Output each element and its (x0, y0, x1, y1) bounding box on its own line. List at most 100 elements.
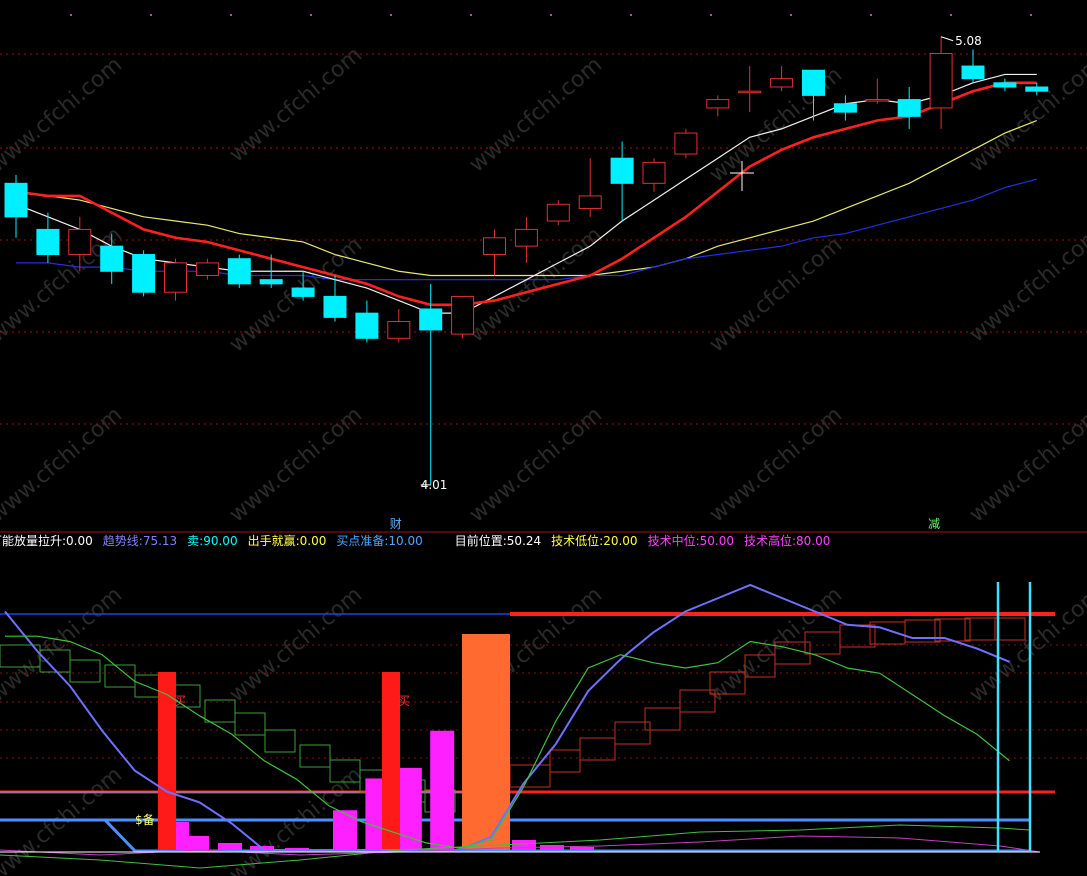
low-price-label: 4.01 (421, 478, 448, 492)
stair-box-red (904, 619, 941, 643)
grid-dot (790, 14, 792, 16)
candle-up (578, 195, 602, 209)
legend-label: 技术中位: (647, 534, 700, 548)
legend-label: 卖: (187, 534, 204, 548)
candlestick-layer (4, 36, 1049, 485)
ma-yellow-line (15, 119, 1038, 277)
grid-layer (0, 14, 1087, 759)
legend-label: 技术高位: (743, 534, 797, 548)
legend-value: 10.00 (388, 534, 423, 548)
grid-dot (150, 14, 152, 16)
candle-down (802, 69, 825, 96)
legend-value: 20.00 (603, 534, 638, 548)
magenta-bar-small (185, 836, 209, 850)
candle-down (833, 103, 857, 113)
candle-down (36, 228, 60, 256)
candle-up (642, 161, 666, 184)
candle-up (483, 237, 506, 256)
legend-item: 可能放量拉升: 0.00 (0, 532, 93, 550)
legend-value: 90.00 (203, 534, 238, 548)
annotation-layer: 5.08 4.01 财 减 (390, 34, 982, 531)
candle-up (68, 228, 92, 256)
grid-dot (950, 14, 952, 16)
legend-value: 75.13 (142, 534, 178, 548)
candle-down (993, 82, 1017, 88)
watermark-text: www.cfchi.com (0, 52, 127, 177)
grid-dot (1030, 14, 1032, 16)
candle-down (323, 295, 347, 318)
magenta-bar (430, 730, 455, 850)
watermark-text: www.cfchi.com (0, 402, 127, 527)
watermark-text: www.cfchi.com (965, 402, 1087, 527)
indicator-layer: 买买$备 (0, 582, 1055, 869)
candle-up (865, 99, 889, 102)
candle-down (897, 99, 921, 117)
watermark-text: www.cfchi.com (705, 402, 847, 527)
legend-value: 50.24 (506, 534, 542, 548)
candle-down (100, 245, 124, 272)
stair-box-green (104, 664, 136, 688)
watermark-text: www.cfchi.com (705, 232, 847, 357)
candle-down (132, 254, 156, 293)
grid-dot (70, 14, 72, 16)
legend-item: 趋势线: 75.13 (103, 532, 177, 550)
candle-down (291, 287, 315, 297)
legend-label: 目前位置: (454, 534, 507, 548)
candle-up (770, 78, 794, 88)
buy-bar (158, 672, 176, 850)
legend-label: 出手就赢: (247, 534, 300, 548)
buy-bar-label: 买 (398, 694, 410, 708)
magenta-bar-small (540, 845, 564, 850)
watermark-text: www.cfchi.com (465, 52, 607, 177)
magenta-bar-small (570, 847, 594, 850)
watermark-text: www.cfchi.com (965, 222, 1087, 347)
ma-red-line (15, 81, 1037, 307)
stair-box-green (69, 659, 101, 683)
legend-value: 0.00 (66, 534, 93, 548)
candle-up (195, 262, 219, 276)
grid-dot (470, 14, 472, 16)
watermark-text: www.cfchi.com (465, 402, 607, 527)
stair-box-red (549, 749, 581, 773)
candle-down (4, 182, 28, 218)
buy-bar (382, 672, 400, 850)
legend-label: 技术低位: (551, 534, 604, 548)
magenta-bar-small (512, 840, 536, 850)
high-pointer (940, 36, 954, 42)
magenta-line-lower (0, 835, 1041, 856)
magenta-bar (397, 767, 422, 850)
candle-up (387, 321, 411, 339)
legend-item: 目前位置: 50.24 (455, 532, 541, 550)
signal-bar-orange (462, 634, 510, 850)
grid-dot (630, 14, 632, 16)
prep-label: $备 (135, 813, 155, 827)
legend-item: 卖: 90.00 (187, 532, 237, 550)
stair-box-red (744, 654, 776, 678)
magenta-bar (333, 810, 357, 850)
candle-up (546, 203, 570, 222)
candle-up (451, 295, 475, 335)
stair-box-green (204, 699, 236, 723)
watermark-text: www.cfchi.com (0, 222, 127, 347)
candle-up (929, 53, 953, 109)
marker-left: 财 (390, 517, 402, 531)
candle-down (1025, 86, 1049, 92)
candle-down (610, 157, 634, 184)
legend-item: 买点准备: 10.00 (336, 532, 422, 550)
stair-box-red (994, 617, 1026, 641)
legend-item: 技术高位: 80.00 (744, 532, 830, 550)
indicator-legend: 可能放量拉升: 0.00 趋势线: 75.13 卖: 90.00 出手就赢: 0.00… (0, 532, 1077, 550)
high-price-label: 5.08 (955, 34, 982, 48)
grid-dot (230, 14, 232, 16)
watermark-text: www.cfchi.com (225, 42, 367, 167)
magenta-bar-small (218, 843, 242, 850)
watermark-text: www.cfchi.com (225, 402, 367, 527)
marker-right: 减 (928, 517, 940, 531)
candle-down (259, 279, 283, 285)
green-line (5, 635, 1010, 849)
candle-down (227, 258, 251, 285)
legend-item: 技术中位: 50.00 (648, 532, 734, 550)
legend-item: 技术低位: 20.00 (551, 532, 637, 550)
